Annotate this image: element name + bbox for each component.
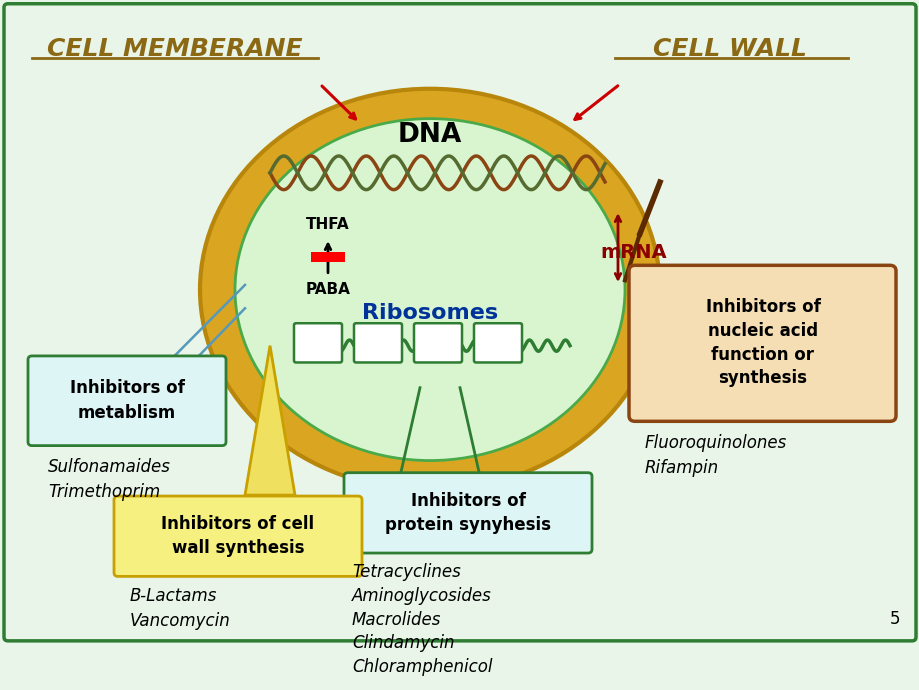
FancyBboxPatch shape <box>311 253 345 262</box>
FancyBboxPatch shape <box>354 323 402 362</box>
FancyBboxPatch shape <box>28 356 226 446</box>
Text: Tetracyclines
Aminoglycosides
Macrolides
Clindamycin
Chloramphenicol: Tetracyclines Aminoglycosides Macrolides… <box>352 563 492 676</box>
FancyBboxPatch shape <box>473 323 521 362</box>
Text: Inhibitors of
protein synyhesis: Inhibitors of protein synyhesis <box>384 492 550 533</box>
Text: Fluoroquinolones
Rifampin: Fluoroquinolones Rifampin <box>644 435 787 477</box>
FancyBboxPatch shape <box>414 323 461 362</box>
Text: B-Lactams
Vancomycin: B-Lactams Vancomycin <box>130 586 231 630</box>
Text: Inhibitors of
metablism: Inhibitors of metablism <box>70 380 184 422</box>
Text: PABA: PABA <box>305 282 350 297</box>
Text: Inhibitors of cell
wall synthesis: Inhibitors of cell wall synthesis <box>161 515 314 557</box>
FancyBboxPatch shape <box>294 323 342 362</box>
Text: CELL MEMBERANE: CELL MEMBERANE <box>47 37 302 61</box>
Text: DNA: DNA <box>397 122 461 148</box>
Polygon shape <box>244 346 295 495</box>
Text: Inhibitors of
nucleic acid
function or
synthesis: Inhibitors of nucleic acid function or s… <box>705 299 820 387</box>
FancyBboxPatch shape <box>114 496 361 576</box>
Text: Sulfonamaides
Trimethoprim: Sulfonamaides Trimethoprim <box>48 457 171 501</box>
Ellipse shape <box>199 89 659 491</box>
Text: THFA: THFA <box>306 217 349 232</box>
Ellipse shape <box>234 119 624 460</box>
FancyBboxPatch shape <box>344 473 591 553</box>
Text: 5: 5 <box>889 610 899 628</box>
FancyBboxPatch shape <box>629 266 895 422</box>
Text: CELL WALL: CELL WALL <box>652 37 806 61</box>
Text: Ribosomes: Ribosomes <box>361 303 497 323</box>
Text: mRNA: mRNA <box>599 243 666 262</box>
FancyBboxPatch shape <box>4 3 915 641</box>
